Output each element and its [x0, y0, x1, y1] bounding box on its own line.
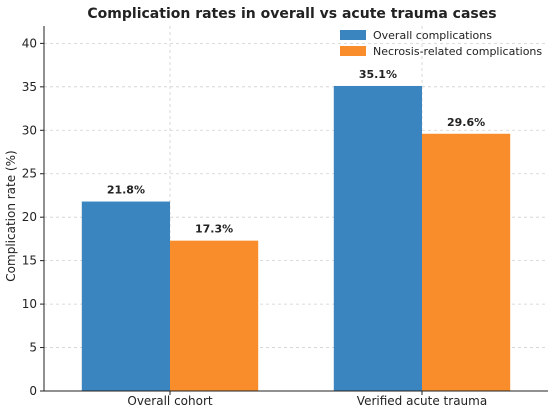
x-tick-label: Overall cohort	[127, 394, 213, 407]
bar	[81, 201, 170, 391]
bar	[170, 240, 259, 391]
y-tick-label: 20	[22, 210, 37, 224]
legend-label: Necrosis-related complications	[373, 45, 542, 58]
legend-swatch	[340, 30, 366, 40]
y-tick-label: 10	[22, 297, 37, 311]
data-label: 35.1%	[359, 68, 397, 81]
y-ticks: 0 5 10 15 20 25 30 35 40	[22, 36, 44, 398]
legend-swatch	[340, 46, 366, 56]
x-ticks: Overall cohort Verified acute trauma	[127, 391, 487, 407]
data-label: 21.8%	[107, 184, 145, 197]
y-tick-label: 5	[29, 341, 37, 355]
chart-title: Complication rates in overall vs acute t…	[87, 6, 496, 22]
data-label: 17.3%	[195, 223, 233, 236]
bars	[81, 85, 511, 391]
legend: Overall complications Necrosis-related co…	[340, 29, 542, 58]
y-axis-label: Complication rate (%)	[4, 150, 18, 281]
y-tick-label: 15	[22, 254, 37, 268]
bar	[333, 85, 422, 391]
y-tick-label: 35	[22, 80, 37, 94]
legend-label: Overall complications	[373, 29, 492, 42]
data-labels: 21.8% 35.1% 17.3% 29.6%	[107, 68, 485, 236]
bar	[422, 133, 511, 391]
y-tick-label: 0	[29, 384, 37, 398]
data-label: 29.6%	[447, 116, 485, 129]
x-tick-label: Verified acute trauma	[357, 394, 487, 407]
y-tick-label: 30	[22, 123, 37, 137]
y-tick-label: 25	[22, 167, 37, 181]
y-tick-label: 40	[22, 36, 37, 50]
